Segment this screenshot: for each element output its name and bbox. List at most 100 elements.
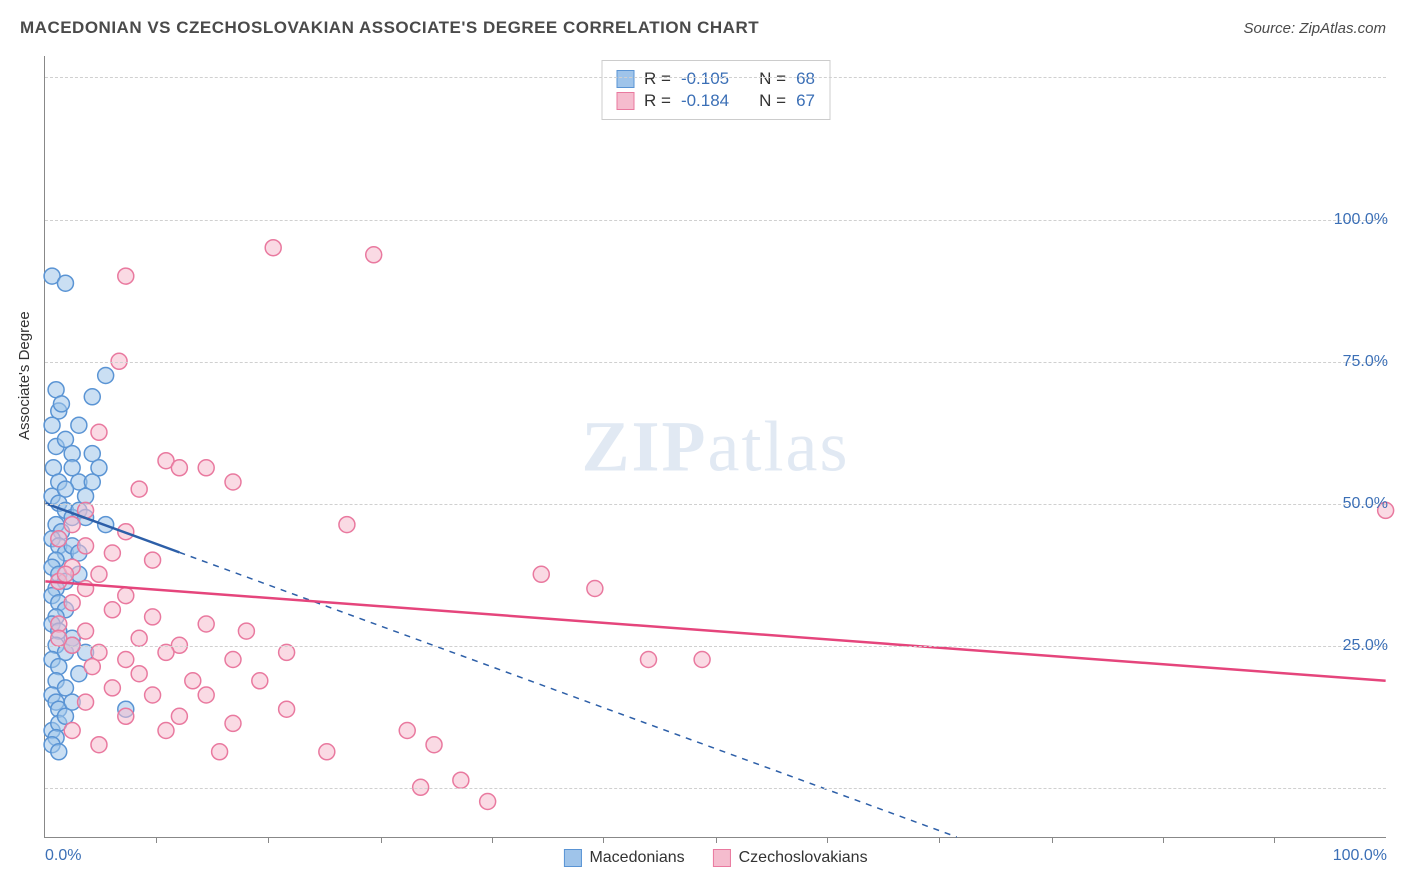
stat-n-value: 67 (796, 91, 815, 111)
scatter-point (78, 538, 94, 554)
scatter-point (339, 517, 355, 533)
scatter-point (91, 737, 107, 753)
gridline-h (45, 504, 1386, 505)
scatter-point (265, 240, 281, 256)
scatter-point (225, 715, 241, 731)
stats-box: R = -0.105 N = 68R = -0.184 N = 67 (601, 60, 830, 120)
scatter-point (57, 275, 73, 291)
scatter-point (587, 581, 603, 597)
scatter-point (131, 481, 147, 497)
legend-label: Czechoslovakians (739, 849, 868, 867)
chart-title: MACEDONIAN VS CZECHOSLOVAKIAN ASSOCIATE'… (20, 18, 759, 38)
legend-swatch (563, 849, 581, 867)
scatter-point (319, 744, 335, 760)
scatter-point (53, 396, 69, 412)
scatter-point (51, 531, 67, 547)
scatter-point (480, 794, 496, 810)
stats-row: R = -0.105 N = 68 (616, 69, 815, 89)
gridline-h (45, 77, 1386, 78)
stat-r-label: R = (644, 69, 671, 89)
scatter-point (279, 701, 295, 717)
gridline-h (45, 362, 1386, 363)
x-tick-mark (827, 837, 828, 843)
x-tick-mark (716, 837, 717, 843)
scatter-point (91, 424, 107, 440)
x-tick-mark (603, 837, 604, 843)
scatter-point (71, 417, 87, 433)
stat-n-label: N = (759, 91, 786, 111)
bottom-legend: Macedonians Czechoslovakians (563, 849, 867, 867)
scatter-point (131, 666, 147, 682)
scatter-point (131, 630, 147, 646)
scatter-point (366, 247, 382, 263)
scatter-point (198, 687, 214, 703)
scatter-point (185, 673, 201, 689)
scatter-point (98, 368, 114, 384)
y-axis-label: Associate's Degree (16, 311, 33, 440)
chart-plot-area: ZIPatlas R =-0.105N =68R =-0.184N =67 Ma… (44, 56, 1386, 838)
y-tick-label: 100.0% (1330, 211, 1388, 229)
scatter-point (64, 460, 80, 476)
stat-n-value: 68 (796, 69, 815, 89)
scatter-point (91, 460, 107, 476)
x-tick-mark (1052, 837, 1053, 843)
scatter-point (64, 595, 80, 611)
scatter-point (145, 552, 161, 568)
scatter-point (145, 687, 161, 703)
scatter-point (78, 694, 94, 710)
gridline-h (45, 788, 1386, 789)
scatter-point (171, 708, 187, 724)
scatter-point (104, 545, 120, 561)
scatter-point (57, 481, 73, 497)
scatter-point (533, 566, 549, 582)
scatter-point (158, 723, 174, 739)
scatter-point (104, 602, 120, 618)
scatter-point (104, 680, 120, 696)
stat-n-label: N = (759, 69, 786, 89)
scatter-point (225, 474, 241, 490)
scatter-point (640, 652, 656, 668)
scatter-point (426, 737, 442, 753)
scatter-point (118, 708, 134, 724)
gridline-h (45, 646, 1386, 647)
scatter-point (252, 673, 268, 689)
legend-swatch (616, 92, 634, 110)
legend-item: Macedonians (563, 849, 684, 867)
x-tick-mark (939, 837, 940, 843)
x-tick-mark (1274, 837, 1275, 843)
scatter-plot-svg (45, 56, 1386, 837)
scatter-point (694, 652, 710, 668)
legend-swatch (616, 70, 634, 88)
y-tick-label: 50.0% (1339, 495, 1388, 513)
scatter-point (212, 744, 228, 760)
x-tick-label: 0.0% (45, 847, 81, 865)
scatter-point (84, 659, 100, 675)
legend-label: Macedonians (589, 849, 684, 867)
x-tick-mark (268, 837, 269, 843)
chart-header: MACEDONIAN VS CZECHOSLOVAKIAN ASSOCIATE'… (20, 18, 1386, 38)
scatter-point (64, 517, 80, 533)
y-tick-label: 25.0% (1339, 637, 1388, 655)
scatter-point (78, 623, 94, 639)
x-tick-label: 100.0% (1333, 847, 1387, 865)
scatter-point (238, 623, 254, 639)
scatter-point (51, 744, 67, 760)
scatter-point (51, 630, 67, 646)
scatter-point (453, 772, 469, 788)
x-tick-mark (1163, 837, 1164, 843)
stat-r-value: -0.105 (681, 69, 729, 89)
scatter-point (118, 588, 134, 604)
x-tick-mark (492, 837, 493, 843)
scatter-point (145, 609, 161, 625)
stat-r-value: -0.184 (681, 91, 729, 111)
scatter-point (57, 566, 73, 582)
scatter-point (44, 417, 60, 433)
trend-line-dashed (179, 552, 956, 837)
scatter-point (84, 389, 100, 405)
scatter-point (171, 460, 187, 476)
scatter-point (91, 566, 107, 582)
chart-source: Source: ZipAtlas.com (1243, 20, 1386, 37)
scatter-point (118, 652, 134, 668)
x-tick-mark (381, 837, 382, 843)
scatter-point (51, 659, 67, 675)
